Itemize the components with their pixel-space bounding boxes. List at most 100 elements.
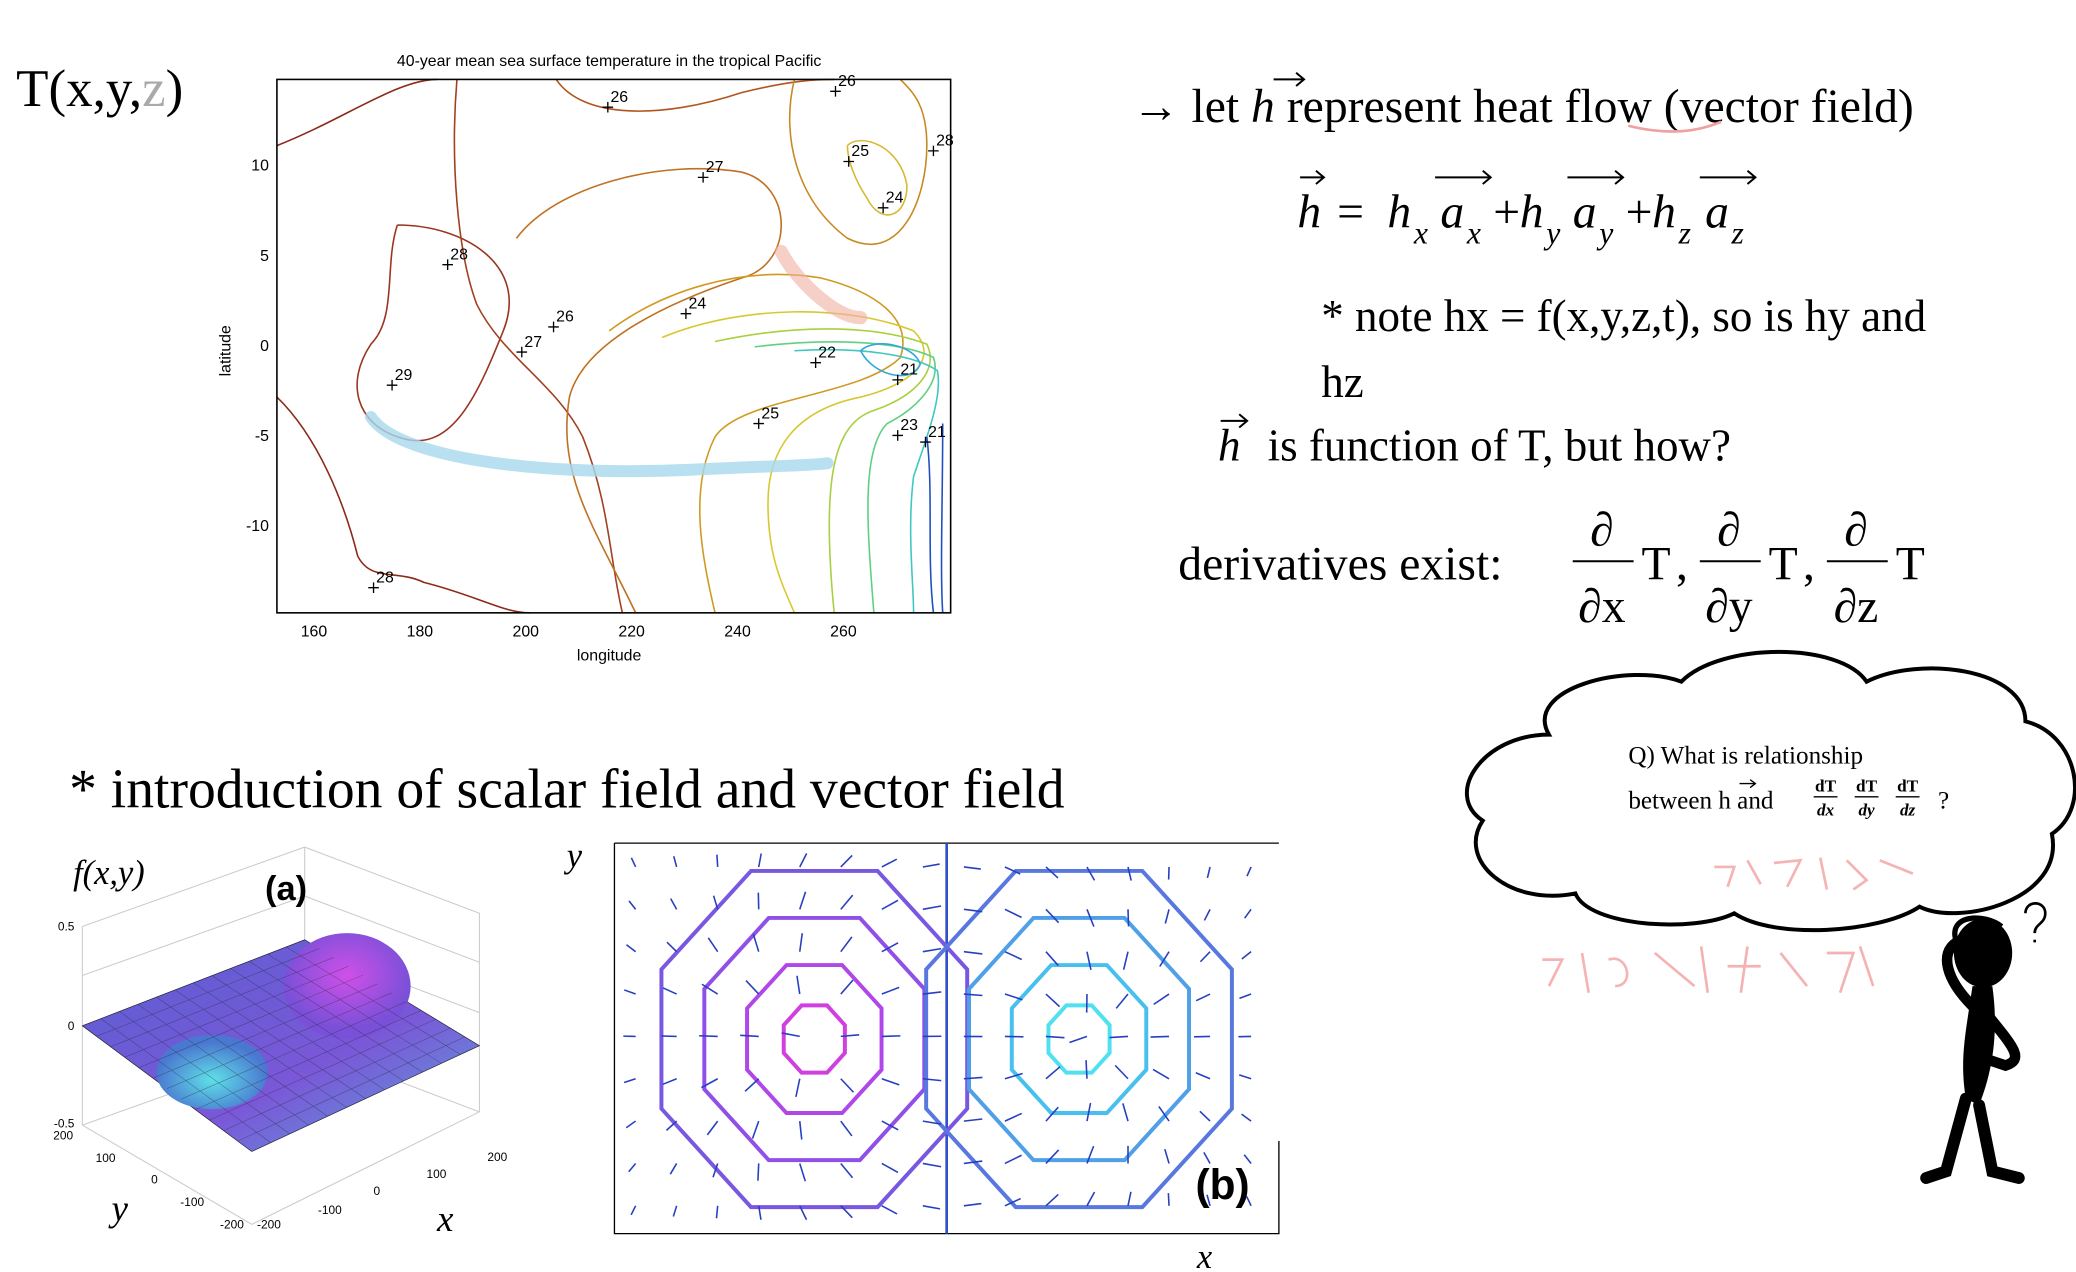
vector-arrow [1115,993,1129,1009]
vector-arrow [1086,951,1092,970]
vector-arrow [1004,1072,1023,1080]
decoration [846,139,908,216]
vector-arrow [922,1077,942,1082]
y-tick-label: -10 [246,518,269,535]
numerator: dT [1815,777,1837,796]
separator: , [1803,539,1815,591]
vector-arrow [1167,1193,1170,1206]
contour-marker [810,357,821,368]
vector-arrow [963,908,983,913]
decoration [1952,915,2004,944]
decoration [794,348,940,613]
decoration [515,167,783,614]
vector-arrow [963,950,983,955]
vector-arrow [963,1118,983,1122]
variable: T [1896,539,1925,591]
vector-arrow [712,1163,719,1178]
contour-ring [924,868,1234,1210]
z-axis-label: f(x,y) [73,854,145,892]
variable: T [1769,539,1798,591]
vector-arrow [1045,1106,1059,1122]
y-tick-label: -5 [255,428,269,445]
vector-arrow [1004,993,1023,1001]
vector-arrow [1122,951,1129,970]
heading-part: ) [166,60,184,118]
decoration [1714,857,1914,891]
vector-arrow [745,979,760,995]
vector-arrow [630,1205,637,1216]
decoration [356,224,510,442]
vector-arrow [1238,1074,1252,1080]
vector-arrow [963,866,981,870]
vector-arrow [963,993,983,997]
z-tick-label: -0.5 [54,1117,75,1131]
contour-marker [548,321,559,333]
vector-arrow [798,1121,803,1140]
vector-arrow [1300,169,1326,185]
vector-arrow [666,941,678,953]
heading-part: z [142,60,166,118]
x-tick-label: 240 [724,624,751,641]
subscript: y [1596,216,1614,251]
vector-arrow [881,986,900,995]
contour-label: 24 [689,295,707,312]
equals: = [1337,187,1364,239]
decoration: 0.5 0 -0.5 [54,920,75,1131]
vector-arrow [751,1120,760,1139]
y-axis-label: latitude [218,325,235,376]
text: → let [1132,81,1239,133]
decoration: dT dx dT dy dT dz? [1813,777,1949,819]
text: and [1737,788,1774,815]
decoration [623,853,1252,1221]
text: represent heat flow (vector field) [1287,81,1914,133]
vector-symbol: h [1718,788,1731,815]
decoration [1941,937,2021,1072]
vector-arrow [796,975,801,995]
subscript: z [1678,216,1691,251]
heading-part: T(x,y, [16,60,142,118]
decoration [754,341,936,613]
partial: ∂ [1590,504,1614,556]
vector-arrow [1206,1194,1211,1207]
unit-vector: a [1573,187,1597,239]
decoration [1220,413,1249,429]
denominator: dx [1817,800,1835,819]
vector-arrow [1127,1191,1132,1206]
plus: + [1626,187,1653,239]
decoration: 10 5 0 -5 -10 [246,158,269,535]
variable: T [1642,539,1671,591]
contour-marker [368,582,379,593]
vector-plot: y x (b) [564,837,1280,1272]
vector-arrow [701,983,719,995]
vector-arrow [669,1163,678,1175]
vector-arrow [1567,169,1625,185]
vector-arrow [1206,866,1211,879]
panel-label: (b) [1196,1161,1250,1208]
contour-label: 21 [928,424,946,441]
subscript: x [1413,216,1428,251]
vector-arrow [922,1120,942,1125]
contour-marker [602,101,614,113]
vector-arrow [881,858,898,868]
contour-marker [843,156,855,167]
x-tick-label: 160 [301,624,328,641]
vector-arrow [881,899,899,911]
vector-arrow [628,900,637,910]
vector-arrow [1069,1035,1088,1044]
contour-label: 24 [886,190,904,207]
vector-arrow [1164,1148,1170,1164]
x-axis-label: x [436,1199,454,1240]
contour-ring [781,1003,847,1075]
vector-symbol: h [1218,421,1241,471]
denominator: ∂z [1834,581,1879,633]
x-axis-label: longitude [577,647,642,664]
decoration [1953,918,2013,988]
vector-arrow [1203,908,1211,921]
contour-ring [702,915,927,1163]
contour-label: 27 [524,334,542,351]
numerator: dT [1856,777,1878,796]
vector-arrow [1246,1196,1252,1207]
contours [276,78,944,614]
y-tick-label: 0 [260,338,269,355]
